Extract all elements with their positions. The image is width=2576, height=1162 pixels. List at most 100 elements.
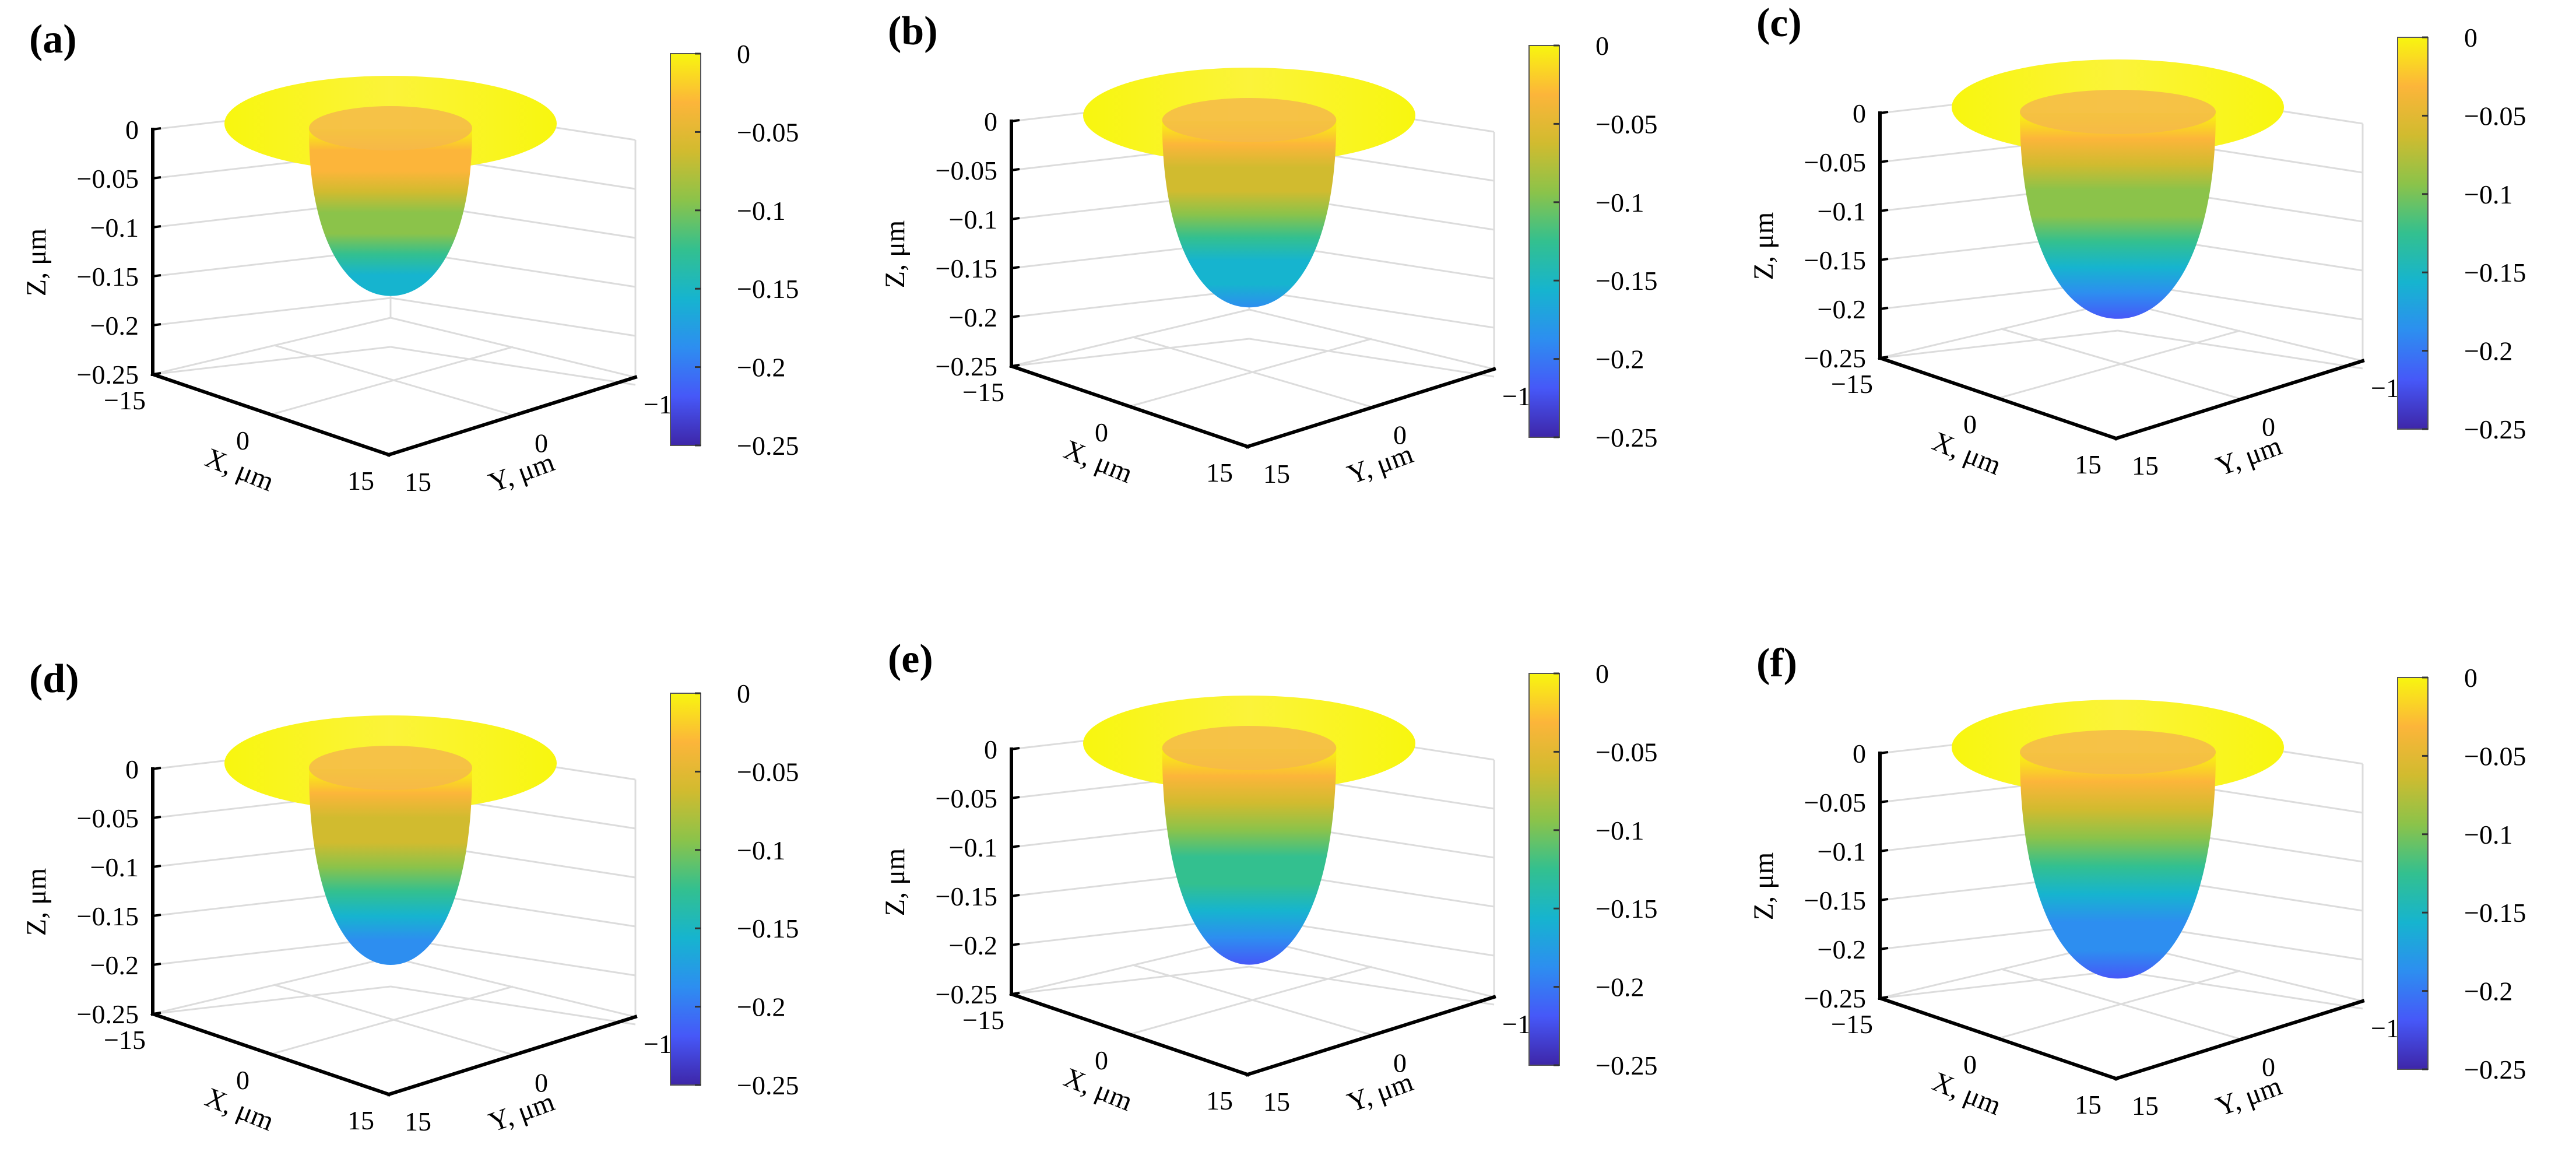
x-tick-label: 15 — [347, 466, 374, 496]
surface — [1083, 696, 1415, 965]
colorbar-tick-label: −0.1 — [1595, 188, 1644, 217]
gridline — [1129, 966, 1372, 1035]
z-tick-label: −0.2 — [949, 931, 997, 960]
x-tick-label: 0 — [1095, 417, 1108, 447]
z-tick-mark — [1011, 119, 1020, 122]
gridline — [1249, 338, 1495, 378]
z-tick-label: −0.2 — [949, 303, 997, 332]
gridline — [390, 936, 636, 977]
surface-crater — [2020, 113, 2216, 319]
colorbar-tick-label: −0.2 — [737, 353, 785, 382]
z-tick-mark — [152, 176, 161, 180]
gridline — [152, 985, 391, 1015]
gridline — [1998, 970, 2241, 1040]
z-tick-label: 0 — [984, 107, 997, 136]
colorbar-tick-label: −0.2 — [1595, 973, 1644, 1002]
surface-crater-mouth — [2020, 90, 2216, 134]
x-tick-label: −15 — [1831, 1009, 1873, 1039]
z-tick-mark — [152, 274, 161, 278]
z-tick-label: −0.25 — [1804, 343, 1866, 373]
colorbar-tick-label: 0 — [1595, 31, 1609, 61]
y-axis-label: Y, μm — [484, 1086, 558, 1138]
y-tick-label: 15 — [1263, 459, 1290, 489]
surface — [224, 715, 557, 965]
gridline — [1129, 338, 1372, 408]
z-tick-label: −0.25 — [1804, 984, 1866, 1013]
z-tick-mark — [1011, 315, 1020, 318]
y-tick-label: 0 — [1393, 1048, 1407, 1078]
z-tick-label: −0.25 — [77, 360, 139, 389]
y-tick-label: 0 — [2262, 412, 2275, 442]
z-tick-mark — [1011, 168, 1020, 171]
y-tick-label: 15 — [405, 467, 431, 497]
z-tick-label: −0.05 — [936, 784, 997, 813]
z-tick-label: −0.1 — [1818, 196, 1866, 226]
z-axis-label: Z, μm — [21, 868, 52, 936]
z-tick-label: −0.1 — [1818, 837, 1866, 866]
x-tick-label: 0 — [236, 426, 249, 455]
gridline — [1011, 289, 1250, 318]
z-tick-mark — [152, 816, 161, 819]
colorbar-tick-label: −0.2 — [1595, 345, 1644, 374]
panel-label: (e) — [888, 637, 933, 682]
colorbar — [670, 53, 701, 446]
x-tick-label: −15 — [962, 1005, 1004, 1035]
z-tick-label: −0.2 — [90, 950, 139, 980]
axes — [150, 767, 638, 1097]
surface-crater — [309, 129, 472, 296]
z-tick-mark — [1879, 258, 1889, 261]
colorbar — [1528, 45, 1560, 438]
axes — [150, 128, 638, 457]
y-axis-line — [2114, 999, 2365, 1081]
gridline — [1249, 966, 1495, 1006]
x-tick-label: −15 — [962, 377, 1004, 407]
gridline — [1011, 936, 1250, 995]
colorbar — [2397, 677, 2429, 1070]
z-axis-label: Z, μm — [880, 848, 911, 916]
colorbar-tick-label: 0 — [2464, 663, 2477, 693]
y-tick-label: 0 — [535, 1068, 548, 1098]
gridline — [2001, 968, 2241, 1040]
gridline — [273, 984, 514, 1056]
y-axis-line — [1245, 995, 1496, 1077]
gridline — [152, 346, 391, 375]
colorbar-tick-label: −0.25 — [1595, 1051, 1657, 1080]
z-tick-label: −0.25 — [936, 980, 997, 1009]
gridline — [1879, 329, 2118, 359]
colorbar-tick-label: −0.25 — [2464, 415, 2526, 444]
x-tick-label: 0 — [1095, 1045, 1108, 1075]
y-axis-label: Y, μm — [484, 447, 558, 498]
z-tick-mark — [1011, 747, 1020, 750]
gridline — [152, 317, 391, 375]
z-tick-label: 0 — [125, 115, 139, 145]
y-axis-label: Y, μm — [1343, 438, 1417, 490]
gridline — [1011, 338, 1250, 367]
surface — [1952, 700, 2284, 979]
z-tick-label: −0.1 — [90, 213, 139, 243]
surface — [1952, 59, 2284, 319]
z-tick-mark — [152, 127, 161, 131]
z-tick-mark — [152, 323, 161, 327]
z-tick-mark — [152, 225, 161, 229]
colorbar — [2397, 37, 2429, 430]
surface-crater — [1162, 121, 1337, 308]
y-tick-label: 0 — [2262, 1052, 2275, 1082]
gridline — [1879, 970, 2118, 999]
gridline — [390, 985, 636, 1026]
colorbar-tick-label: 0 — [1595, 659, 1609, 689]
colorbar-tick-label: −0.2 — [2464, 336, 2512, 366]
colorbar-tick-label: −0.05 — [2464, 741, 2526, 771]
surface-crater-mouth — [2020, 730, 2216, 774]
gridline — [152, 956, 391, 1015]
x-axis-line — [150, 1012, 391, 1097]
gridline — [273, 344, 514, 416]
colorbar-tick-label: −0.1 — [737, 835, 785, 865]
y-tick-label: 15 — [405, 1107, 431, 1136]
y-tick-label: 0 — [1393, 420, 1407, 450]
colorbar-tick-label: −0.15 — [2464, 258, 2526, 287]
z-tick-mark — [1879, 800, 1889, 803]
panel-label: (a) — [29, 17, 77, 62]
z-axis-label: Z, μm — [880, 220, 911, 288]
